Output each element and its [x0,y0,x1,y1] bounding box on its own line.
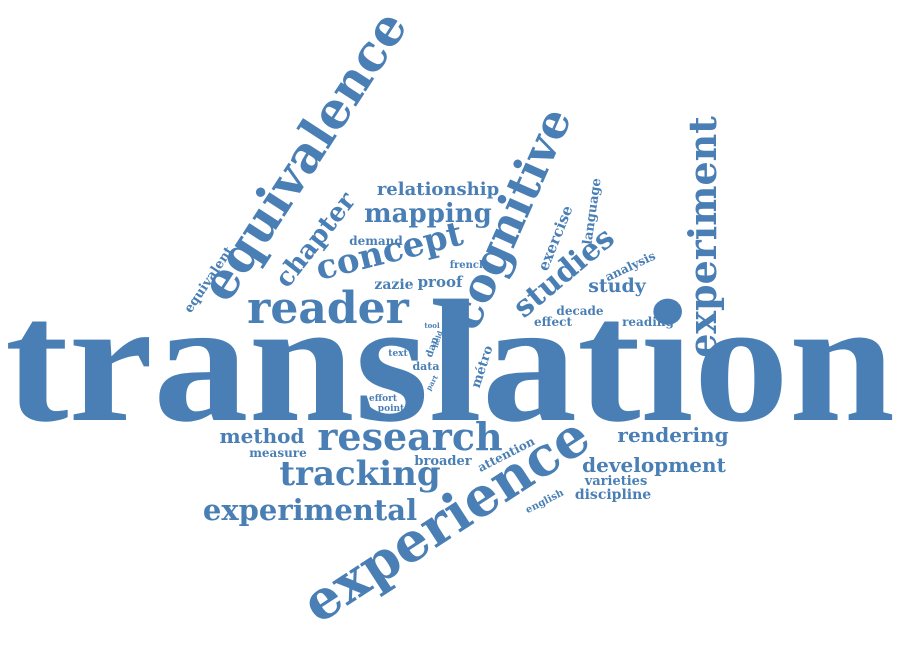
word-reader: reader [247,283,409,334]
word-french: french [450,260,487,271]
word-proof: proof [418,273,464,291]
word-discipline: discipline [575,487,651,503]
word-research: research [317,414,502,459]
word-effect: effect [534,315,572,329]
word-point: point [378,404,405,414]
word-translation: translation [5,264,895,458]
word-study: study [588,275,647,297]
word-data: data [412,360,439,373]
word-experimental: experimental [203,493,417,527]
word-tool: tool [424,321,440,330]
word-tracking: tracking [279,454,440,494]
word-demand: demand [349,234,403,248]
word-mapping: mapping [364,199,492,229]
word-effort: effort [369,394,398,404]
word-experiment: experiment [680,116,725,358]
word-development: development [582,453,726,477]
word-reading: reading [622,315,674,329]
word-measure: measure [249,446,307,460]
word-text: text [388,349,408,359]
word-zazie: zazie [374,277,413,293]
word-relationship: relationship [377,179,499,200]
word-rendering: rendering [617,423,728,447]
word-method: method [220,424,305,448]
word-decade: decade [556,304,603,318]
word-broader: broader [414,454,471,469]
word-varieties: varieties [584,474,648,489]
